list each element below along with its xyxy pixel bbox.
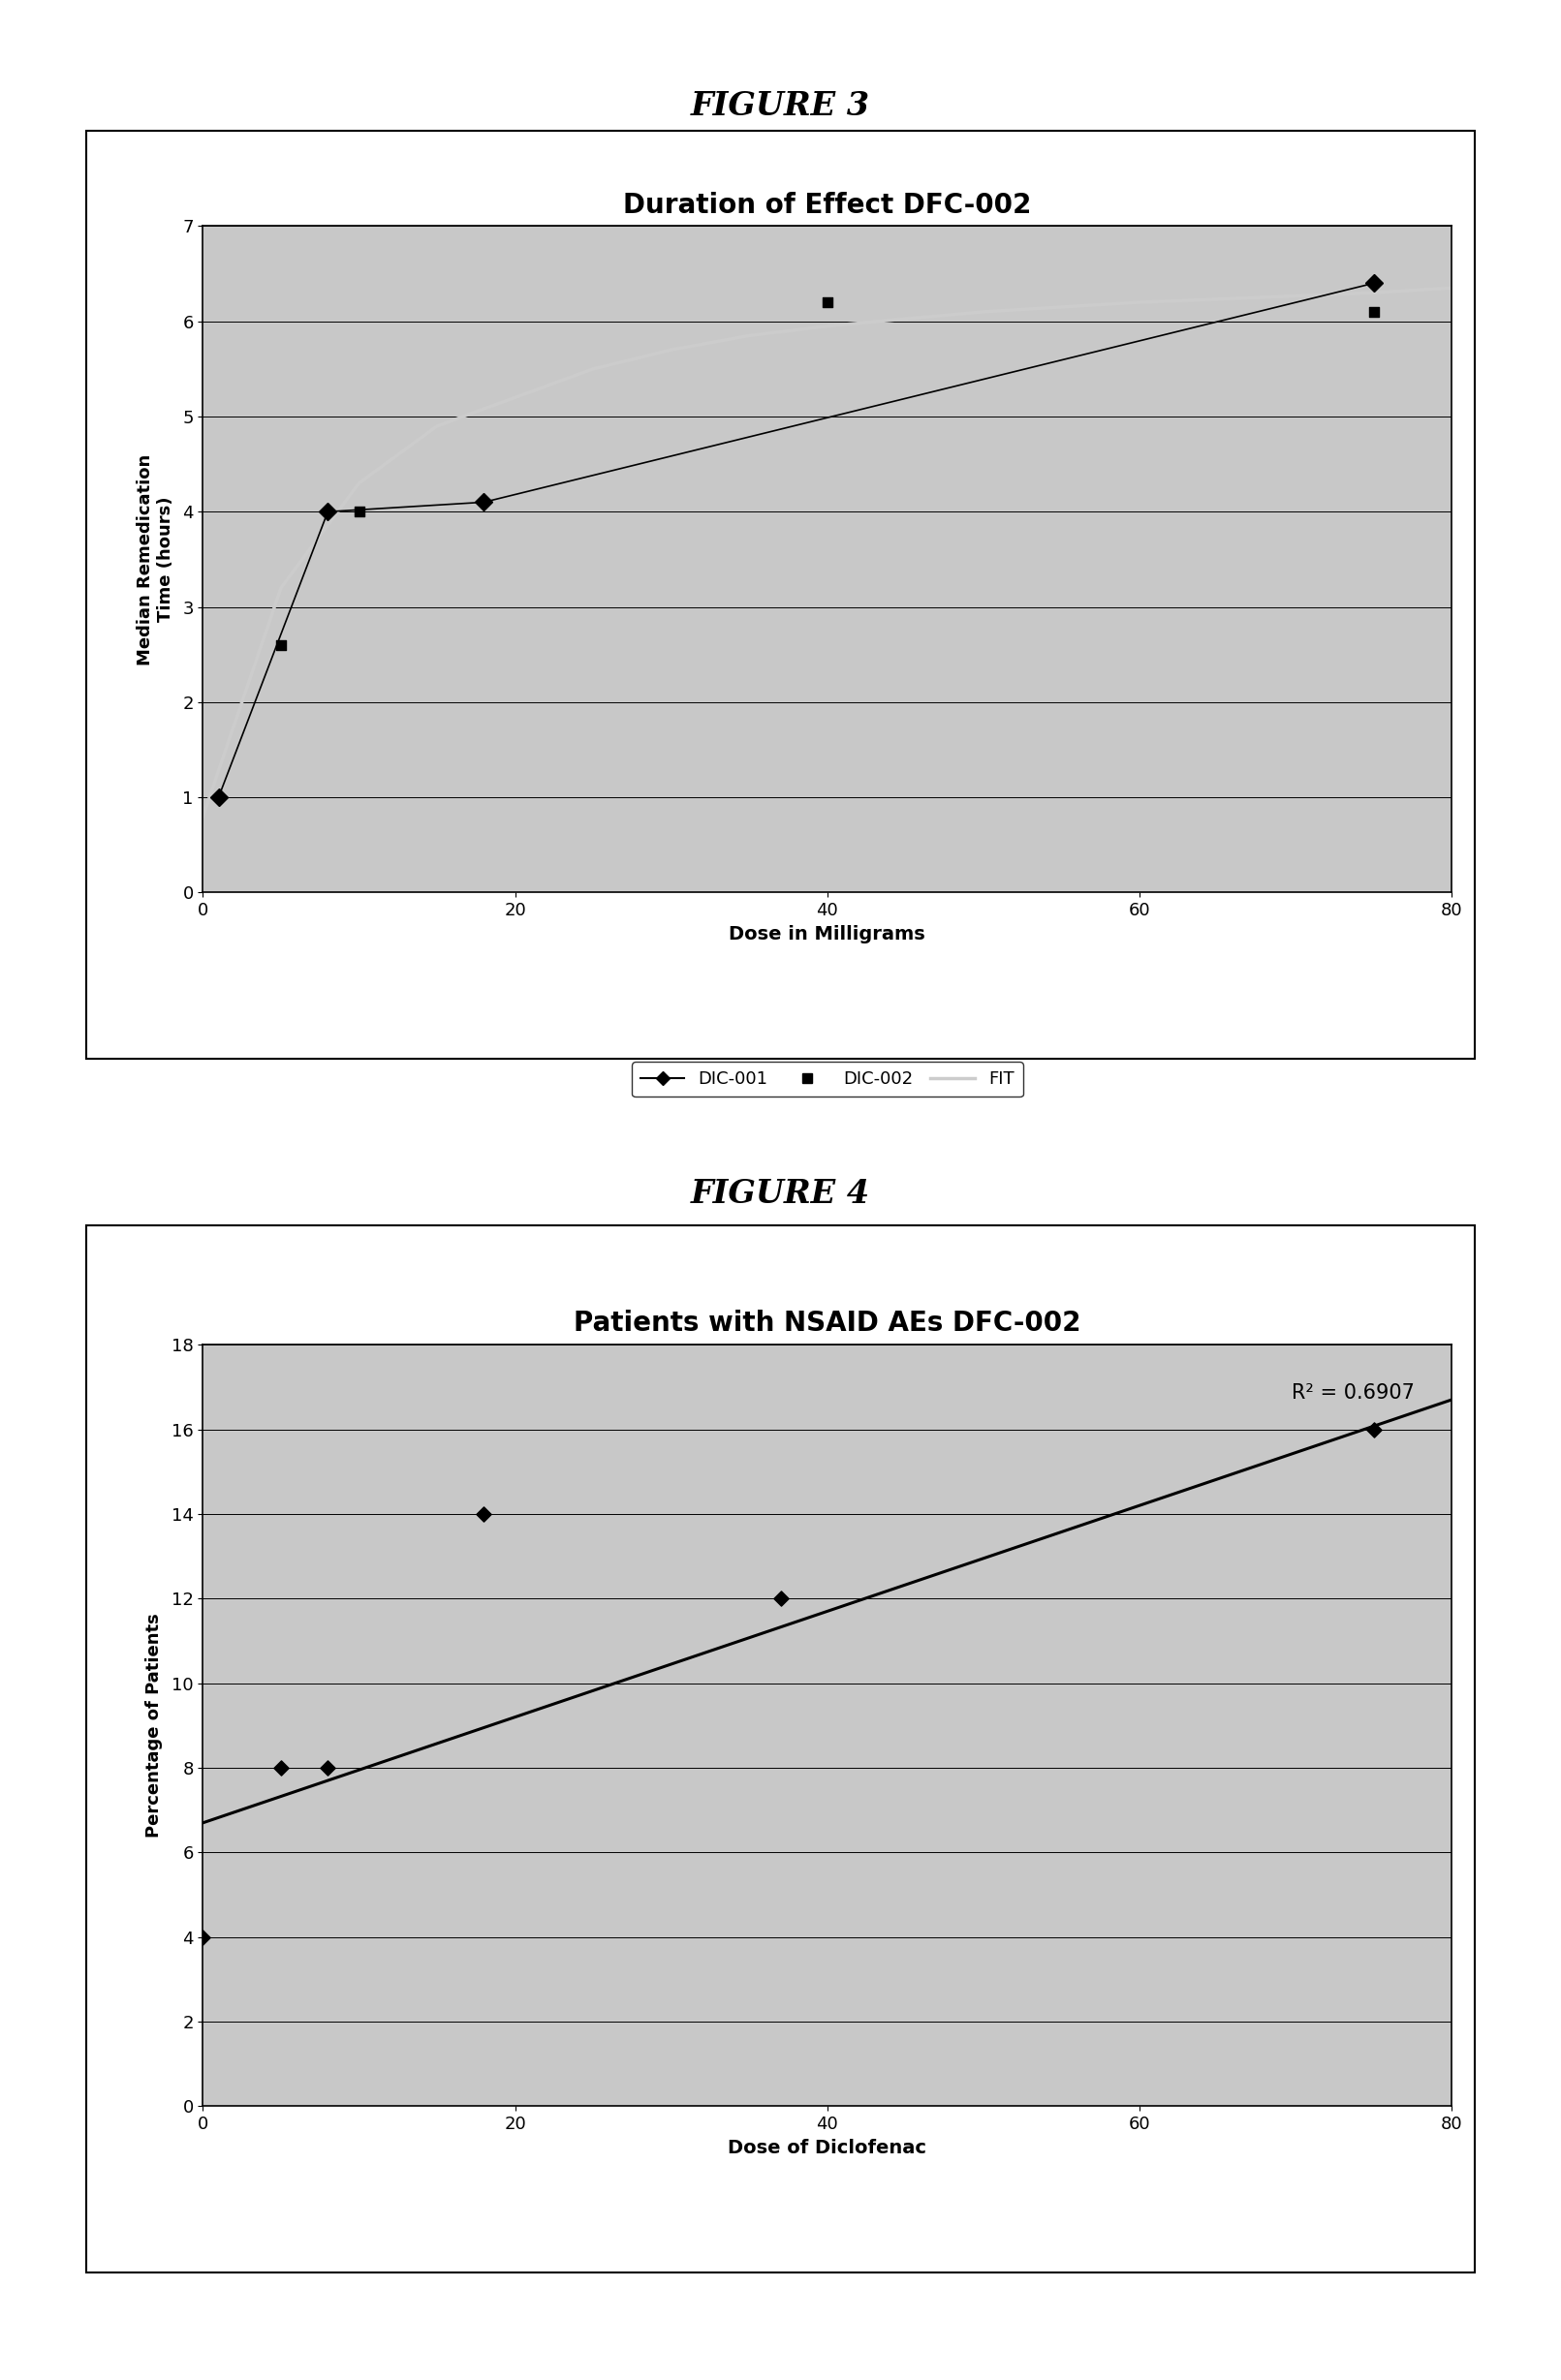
Point	[471, 1495, 496, 1533]
Point	[815, 283, 840, 321]
Title: Duration of Effect DFC-002: Duration of Effect DFC-002	[623, 190, 1032, 219]
Text: FIGURE 3: FIGURE 3	[692, 90, 869, 121]
Point	[1361, 293, 1386, 331]
Point	[268, 1749, 293, 1787]
Text: R² = 0.6907: R² = 0.6907	[1291, 1383, 1414, 1402]
Legend: DIC-001, DIC-002, FIT: DIC-001, DIC-002, FIT	[632, 1061, 1022, 1097]
Point	[268, 626, 293, 664]
X-axis label: Dose in Milligrams: Dose in Milligrams	[729, 926, 926, 942]
Point	[190, 1918, 215, 1956]
Y-axis label: Percentage of Patients: Percentage of Patients	[145, 1614, 164, 1837]
X-axis label: Dose of Diclofenac: Dose of Diclofenac	[727, 2140, 927, 2156]
Point	[768, 1580, 793, 1618]
Point	[1361, 1411, 1386, 1449]
Point	[347, 493, 372, 531]
Y-axis label: Median Remedication
Time (hours): Median Remedication Time (hours)	[137, 455, 175, 664]
Title: Patients with NSAID AEs DFC-002: Patients with NSAID AEs DFC-002	[574, 1309, 1080, 1338]
Text: FIGURE 4: FIGURE 4	[692, 1178, 869, 1209]
Point	[315, 1749, 340, 1787]
